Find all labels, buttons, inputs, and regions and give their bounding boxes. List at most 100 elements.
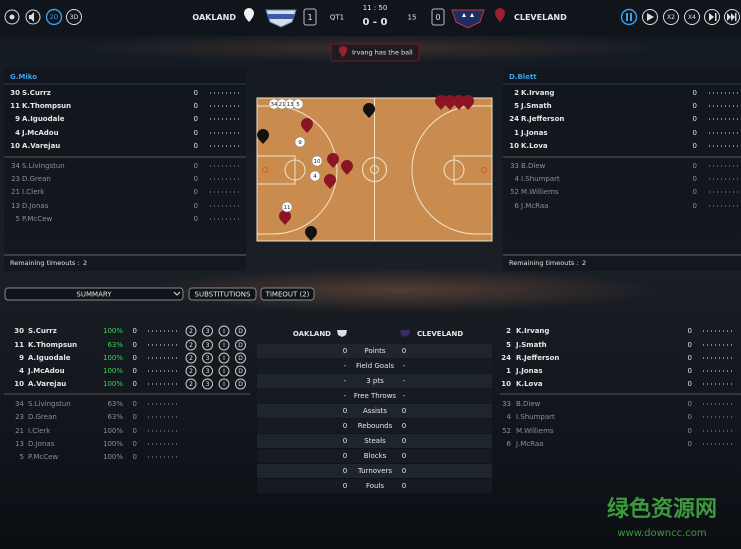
shot-button-label[interactable]: D [238,355,243,362]
shot-button[interactable] [235,325,246,337]
player-number: 10 [501,380,511,388]
shot-button-label[interactable]: 2 [189,328,193,335]
shot-button-label[interactable]: I [223,342,225,349]
away-stat: - [403,362,406,370]
view-2d[interactable]: 2D [50,14,59,21]
timeouts-box [303,8,317,26]
player-name: P.McCew [22,215,52,223]
player-name: R.Jefferson [521,115,564,123]
shot-button-label[interactable]: 2 [189,342,193,349]
player-name: D.Grean [22,175,51,183]
player-value: 0 [693,202,697,210]
player-marker-label: 34 [271,102,278,108]
shot-button-label[interactable]: D [238,328,243,335]
away-stat: 0 [402,407,406,415]
play-button[interactable] [642,9,658,25]
shot-button[interactable] [235,378,246,390]
player-value: 0 [133,380,137,388]
view-3d[interactable]: 3D [70,14,79,21]
shot-button[interactable] [218,325,230,337]
player-value: 0 [194,202,198,210]
player-value: 0 [194,188,198,196]
away-player [326,153,339,168]
next-button[interactable] [704,9,720,25]
shot-button[interactable] [218,352,230,364]
settings-button[interactable] [4,9,20,25]
player-number: 11 [14,341,24,349]
player-number: 52 [502,427,511,435]
shot-button-label[interactable]: D [238,342,243,349]
player-name: S.Livingstun [28,400,71,408]
pause-button[interactable] [620,8,638,26]
player-marker-label: 13 [287,102,294,108]
shot-button[interactable] [202,339,213,351]
tab-label[interactable]: TIMEOUT (2) [265,291,310,299]
shot-button[interactable] [202,352,213,364]
shot-button[interactable] [185,365,197,377]
shot-button[interactable] [202,365,213,377]
summary-tab[interactable]: SUMMARY [4,287,184,301]
shot-button[interactable] [235,365,246,377]
shot-button-label[interactable]: 3 [206,355,210,362]
speed-x4[interactable]: X4 [688,14,696,21]
substitutions-tab[interactable]: SUBSTITUTIONS [188,287,257,301]
speed-x2-button[interactable]: X2 [663,9,679,25]
skip-button[interactable] [724,9,740,25]
sound-button[interactable] [25,9,41,25]
player-number: 21 [11,188,20,196]
player-name: K.Thompsun [22,102,71,110]
player-value: 0 [194,162,198,170]
shot-button[interactable] [202,378,213,390]
shot-button-label[interactable]: I [223,328,225,335]
shot-button-label[interactable]: 3 [206,342,210,349]
shot-button-label[interactable]: D [238,381,243,388]
stat-row [257,359,492,373]
speed-x4-button[interactable]: X4 [684,9,700,25]
stat-label: Fouls [366,482,384,490]
player-marker-label: 21 [279,102,286,108]
player-number: 24 [509,115,519,123]
shot-button-label[interactable]: 3 [206,368,210,375]
possession-text: Irvang has the ball [352,49,413,57]
shot-button-label[interactable]: I [223,381,225,388]
shot-button[interactable] [218,339,230,351]
player-value: 0 [693,188,697,196]
speed-x2[interactable]: X2 [667,14,675,21]
home-stat: 0 [343,347,347,355]
shot-button[interactable] [185,378,197,390]
player-name: K.Lova [516,380,543,388]
shot-button[interactable] [185,339,197,351]
view-3d-button[interactable]: 3D [66,9,82,25]
player-value: 0 [133,367,137,375]
shot-button-label[interactable]: I [223,355,225,362]
timeout-tab[interactable]: TIMEOUT (2) [260,287,315,301]
tab-label[interactable]: SUBSTITUTIONS [195,291,252,299]
away-player [323,174,336,189]
player-value: 0 [693,115,697,123]
shot-button-label[interactable]: D [238,368,243,375]
shot-button[interactable] [202,325,213,337]
home-stat: 0 [343,467,347,475]
shot-button-label[interactable]: 3 [206,381,210,388]
shot-button[interactable] [235,339,246,351]
view-2d-button[interactable]: 2D [45,8,63,26]
shot-button[interactable] [185,325,197,337]
away-player [435,95,447,110]
stat-row [257,344,492,358]
shot-button[interactable] [218,378,230,390]
shot-button-label[interactable]: 2 [189,381,193,388]
shot-button-label[interactable]: 3 [206,328,210,335]
away-player [341,160,354,175]
shot-button[interactable] [218,365,230,377]
quarter: QT1 [330,14,344,22]
shot-button[interactable] [185,352,197,364]
away-logo [451,9,485,29]
shot-button[interactable] [235,352,246,364]
player-percentage: 100% [103,354,123,362]
player-name: S.Livingstun [22,162,65,170]
tab-label[interactable]: SUMMARY [76,291,112,299]
home-logo-small [337,330,347,337]
shot-button-label[interactable]: 2 [189,355,193,362]
shot-button-label[interactable]: 2 [189,368,193,375]
shot-button-label[interactable]: I [223,368,225,375]
